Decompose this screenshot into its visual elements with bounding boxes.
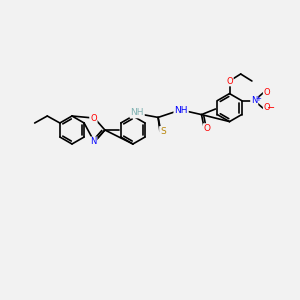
Text: S: S [160,127,166,136]
Text: −: − [267,103,275,113]
Text: O: O [226,76,233,85]
Text: O: O [264,103,270,112]
Text: O: O [204,124,211,133]
Text: O: O [90,114,97,123]
Text: N: N [251,96,257,105]
Text: N: N [90,137,97,146]
Text: +: + [255,96,261,102]
Text: O: O [264,88,270,97]
Text: NH: NH [130,108,144,117]
Text: NH: NH [174,106,188,115]
